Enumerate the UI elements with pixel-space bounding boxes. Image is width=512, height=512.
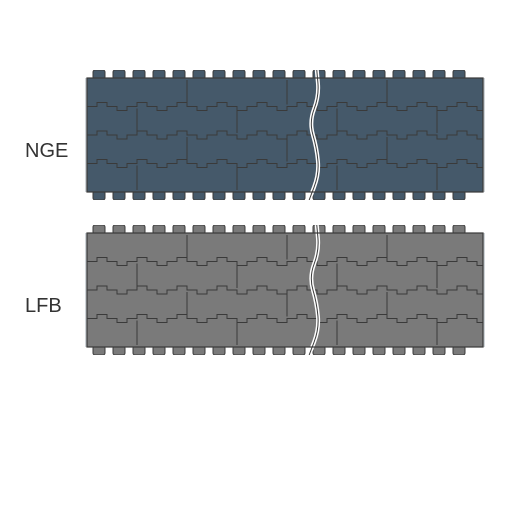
belt-lfb (85, 225, 485, 355)
belt-nge (85, 70, 485, 200)
label-lfb: LFB (25, 295, 62, 318)
label-nge: NGE (25, 140, 68, 163)
